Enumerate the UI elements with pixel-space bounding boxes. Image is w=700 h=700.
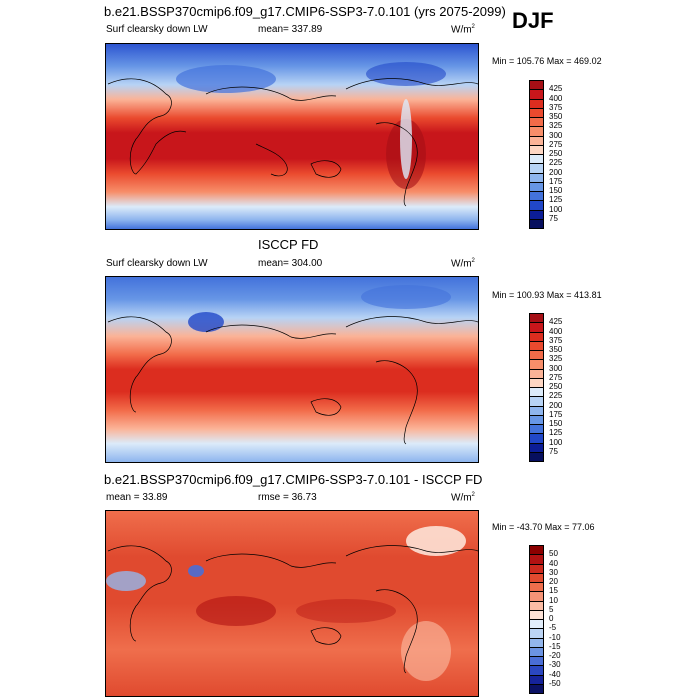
colorbar-level-label: 50 [549,549,558,559]
colorbar-level-label: 350 [549,112,563,121]
colorbar-level-label: 175 [549,409,563,419]
panel2-title: ISCCP FD [258,237,319,252]
panel2-mean-label: mean= 304.00 [258,258,323,269]
colorbar-level-label: -15 [549,641,561,651]
colorbar-level-label: 200 [549,400,563,410]
colorbar-level-label: 30 [549,567,558,577]
panel1-variable-label: Surf clearsky down LW [106,24,208,35]
colorbar-level-label: 400 [549,93,563,103]
panel1-colorbar: 425 400 375 350 325 300 275 250 225 200 175 150 125 1… [529,80,589,229]
colorbar-level-label: 350 [549,345,563,354]
panel2-units: W/m2 [451,258,475,270]
panel1-minmax: Min = 105.76 Max = 469.02 [492,56,602,66]
colorbar-level-label: 40 [549,558,558,568]
panel1-mean-label: mean= 337.89 [258,24,323,35]
colorbar-level-label: 20 [549,577,558,586]
colorbar-level-label: -10 [549,632,561,642]
colorbar-level-label: 100 [549,204,563,214]
colorbar-level-label: 325 [549,121,563,131]
colorbar-level-label: 125 [549,195,563,205]
colorbar-level-label: 225 [549,391,563,401]
panel2-map [105,276,479,463]
colorbar-level-label: 325 [549,354,563,364]
colorbar-level-label: 250 [549,382,563,391]
panel1-map [105,43,479,230]
colorbar-swatch [529,683,544,694]
colorbar-level-label: 300 [549,363,563,373]
colorbar-level-label: 400 [549,326,563,336]
colorbar-level-label: 425 [549,317,563,327]
colorbar-level-label: 300 [549,130,563,140]
colorbar-level-label: 225 [549,158,563,168]
colorbar-level-label: -5 [549,623,557,633]
colorbar-level-label: 125 [549,428,563,438]
colorbar-level-label: 100 [549,437,563,447]
panel3-minmax: Min = -43.70 Max = 77.06 [492,522,595,532]
colorbar-level-label: 375 [549,335,563,345]
panel3-mean-label: mean = 33.89 [106,492,168,503]
panel2-variable-label: Surf clearsky down LW [106,258,208,269]
colorbar-level-label: 275 [549,139,563,149]
colorbar-level-label: 250 [549,149,563,158]
colorbar-level-label: 175 [549,176,563,186]
colorbar-level-label: 0 [549,614,554,623]
colorbar-level-label: 10 [549,595,558,605]
colorbar-level-label: 200 [549,167,563,177]
colorbar-level-label: 75 [549,446,558,456]
panel3-title: b.e21.BSSP370cmip6.f09_g17.CMIP6-SSP3-7.… [104,472,483,487]
colorbar-level-label: -40 [549,669,561,679]
panel3-colorbar: 50 40 30 20 15 10 5 0 -5 -10 -15 -20 -30 -40 -50 [529,545,589,694]
colorbar-swatch [529,451,544,462]
colorbar-level-label: 375 [549,102,563,112]
panel1-units: W/m2 [451,24,475,36]
colorbar-level-label: 150 [549,419,563,428]
panel3-map [105,510,479,697]
colorbar-level-label: 150 [549,186,563,195]
panel2-colorbar: 425 400 375 350 325 300 275 250 225 200 175 150 125 1… [529,313,589,462]
colorbar-level-label: 5 [549,604,554,614]
colorbar-swatch [529,218,544,229]
colorbar-level-label: 425 [549,84,563,94]
colorbar-level-label: -20 [549,651,561,660]
colorbar-level-label: 15 [549,586,558,596]
panel3-rmse-label: rmse = 36.73 [258,492,317,503]
colorbar-level-label: -30 [549,660,561,670]
colorbar-level-label: -50 [549,678,561,688]
panel2-minmax: Min = 100.93 Max = 413.81 [492,290,602,300]
colorbar-level-label: 275 [549,372,563,382]
colorbar-level-label: 75 [549,213,558,223]
panel3-units: W/m2 [451,492,475,504]
season-label: DJF [512,8,554,33]
panel1-title: b.e21.BSSP370cmip6.f09_g17.CMIP6-SSP3-7.… [104,4,506,19]
